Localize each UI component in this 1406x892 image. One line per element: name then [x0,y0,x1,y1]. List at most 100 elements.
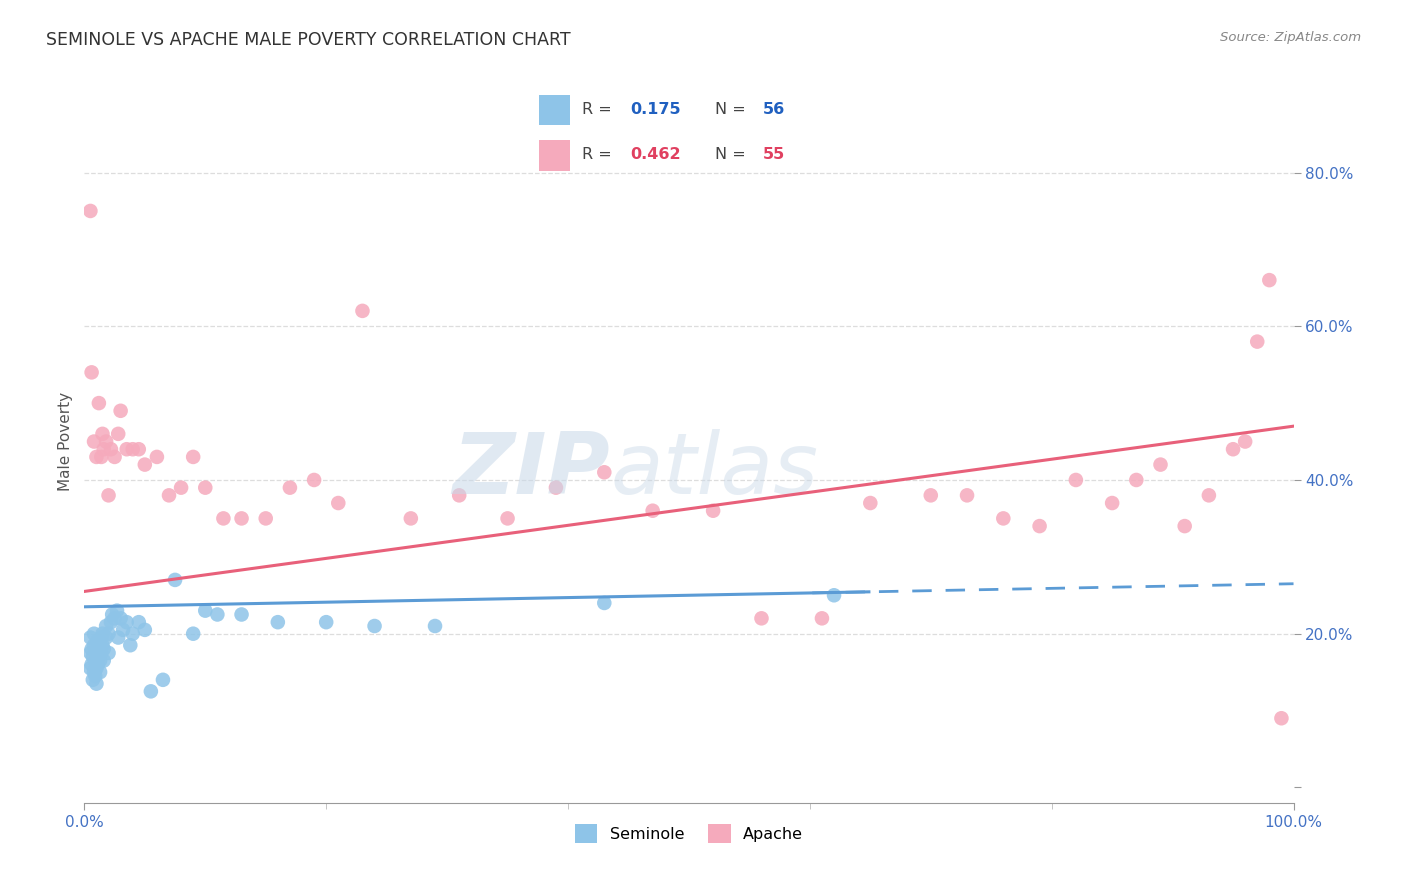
Point [702,504,724,518]
Point [593,465,616,479]
Point [82,673,104,687]
Text: R =: R = [582,146,621,161]
Point [1101,496,1123,510]
Point [207,607,229,622]
Point [91,626,114,640]
Point [79,661,101,675]
Point [86,661,108,675]
Point [134,623,156,637]
Point [181,450,204,464]
Point [128,442,150,457]
Text: 0.462: 0.462 [630,146,681,161]
Point [956,488,979,502]
Point [86,657,108,672]
Point [1125,473,1147,487]
Point [859,496,882,510]
Point [496,511,519,525]
Point [120,638,142,652]
Text: 0.175: 0.175 [630,102,681,117]
Point [87,638,110,652]
Point [593,596,616,610]
Point [86,634,108,648]
Point [1028,519,1050,533]
Point [104,611,127,625]
Point [1174,519,1197,533]
Text: atlas: atlas [610,429,818,512]
Point [449,488,471,502]
Point [115,615,138,630]
Point [823,588,845,602]
Point [157,488,180,502]
Text: ZIP: ZIP [453,429,610,512]
Point [194,604,217,618]
Point [101,607,124,622]
Point [920,488,942,502]
Point [93,642,115,657]
Point [993,511,1015,525]
Point [83,638,105,652]
Point [1198,488,1220,502]
Point [89,654,111,668]
Point [82,649,104,664]
Point [751,611,773,625]
Point [170,481,193,495]
Point [97,646,120,660]
Point [231,511,253,525]
Point [93,442,115,457]
Point [363,619,385,633]
Point [80,642,103,657]
Point [315,615,337,630]
Point [79,631,101,645]
Point [91,638,114,652]
Point [641,504,664,518]
Point [90,631,112,645]
Point [121,442,143,457]
Point [254,511,277,525]
Point [97,488,120,502]
Bar [540,95,569,126]
Point [94,434,117,449]
Point [134,458,156,472]
Point [1270,711,1292,725]
Point [811,611,834,625]
Point [90,450,112,464]
Text: N =: N = [714,102,751,117]
Point [89,665,111,680]
Point [107,426,129,441]
Point [267,615,290,630]
Point [83,626,105,640]
Point [152,673,174,687]
Point [423,619,446,633]
Text: Source: ZipAtlas.com: Source: ZipAtlas.com [1220,31,1361,45]
Point [107,631,129,645]
Point [1258,273,1281,287]
Point [544,481,567,495]
Point [86,676,108,690]
Point [80,365,103,379]
Point [83,665,105,680]
Point [115,442,138,457]
Point [1222,442,1244,457]
Point [94,631,117,645]
Text: N =: N = [714,146,751,161]
Point [139,684,162,698]
Point [112,623,135,637]
Point [105,604,128,618]
Text: R =: R = [582,102,621,117]
Point [97,626,120,640]
Point [399,511,422,525]
Point [1246,334,1268,349]
Point [93,654,115,668]
Point [91,426,114,441]
Point [86,450,108,464]
Point [104,450,127,464]
Bar [540,140,569,170]
Point [110,611,132,625]
Point [83,434,105,449]
Point [231,607,253,622]
Point [87,649,110,664]
Point [121,626,143,640]
Point [87,396,110,410]
Point [94,619,117,633]
Y-axis label: Male Poverty: Male Poverty [58,392,73,491]
